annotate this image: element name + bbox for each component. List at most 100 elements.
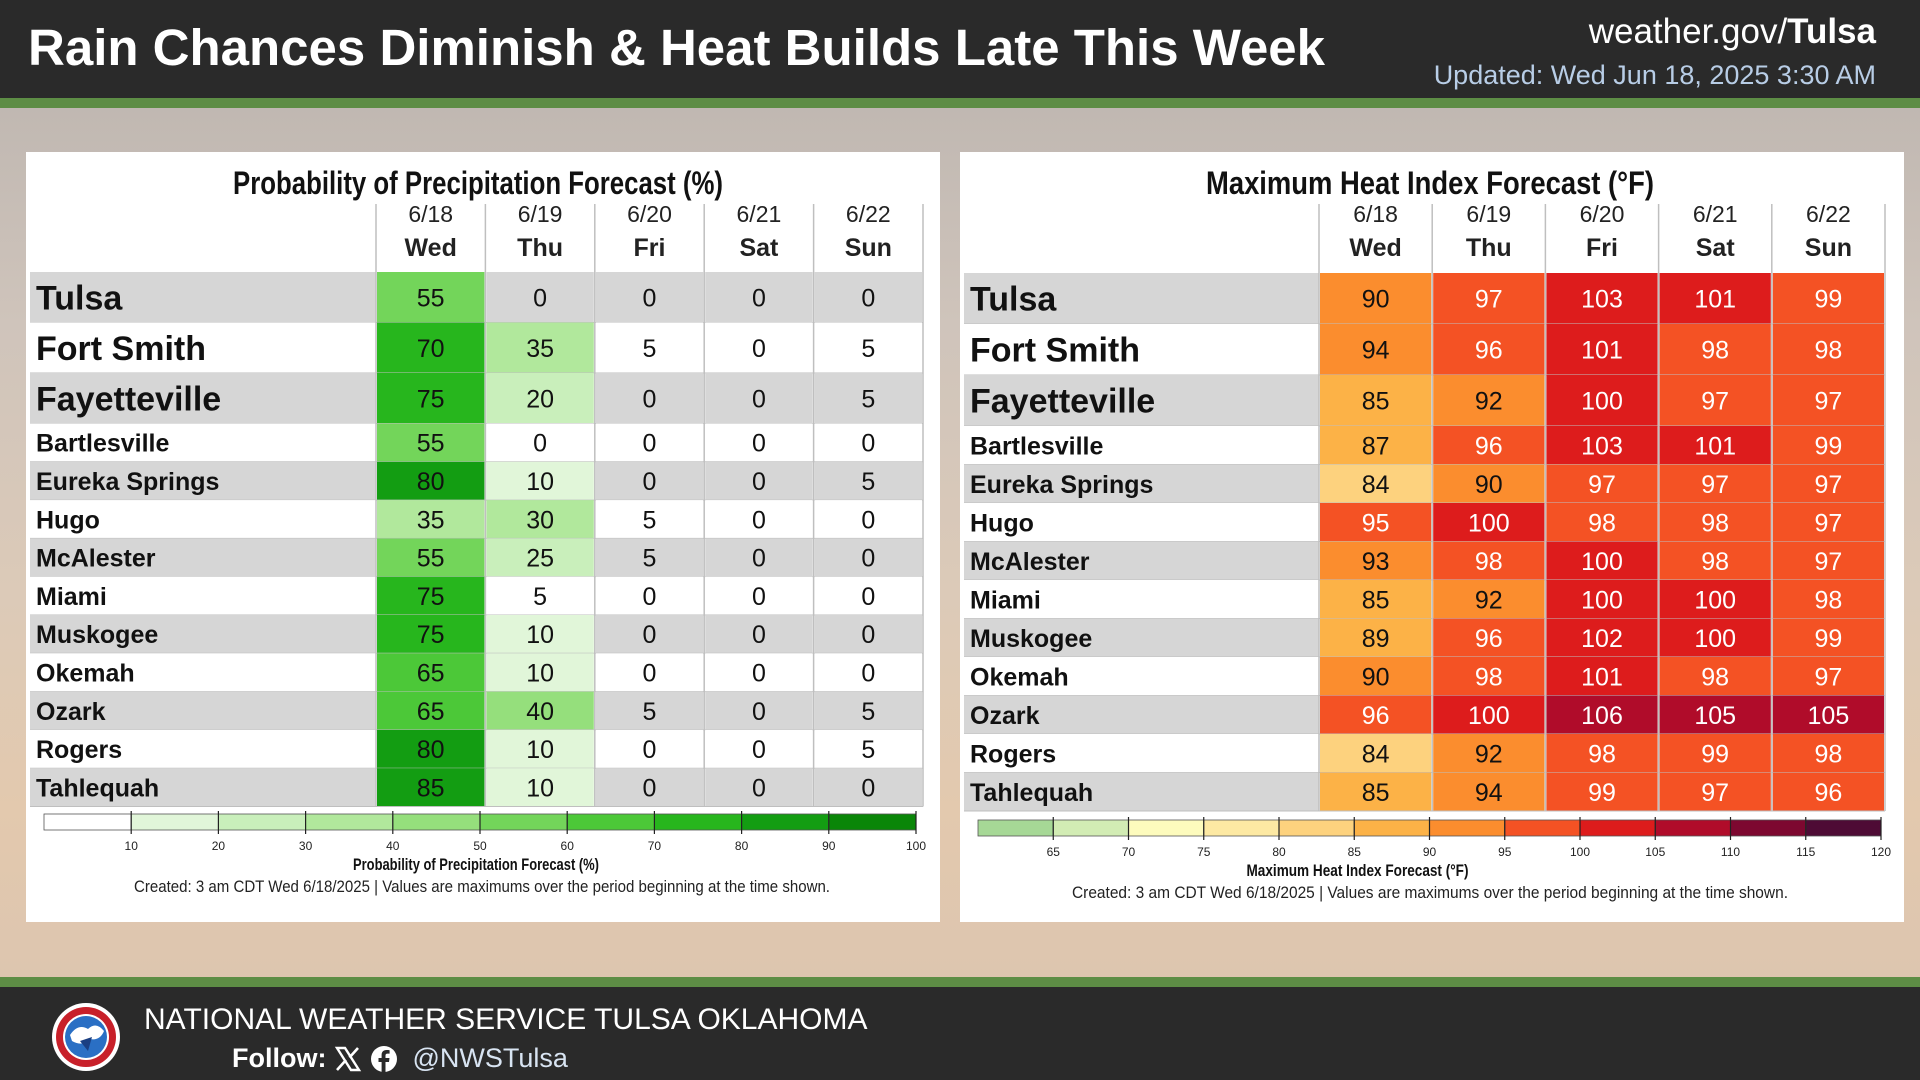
value-label: 5 xyxy=(861,736,875,764)
column-day: Sun xyxy=(845,234,892,262)
value-label: 20 xyxy=(526,385,554,413)
value-label: 0 xyxy=(752,545,766,573)
value-cell xyxy=(1320,541,1432,580)
value-label: 98 xyxy=(1814,586,1842,614)
row-label-cell xyxy=(964,734,1319,773)
value-cell xyxy=(377,373,485,424)
value-cell xyxy=(814,576,922,615)
value-label: 10 xyxy=(526,621,554,649)
value-cell xyxy=(1772,375,1884,426)
legend-tick-label: 40 xyxy=(386,839,400,853)
value-cell xyxy=(1433,541,1545,580)
city-label: Miami xyxy=(970,586,1041,614)
social-handle[interactable]: @NWSTulsa xyxy=(412,1043,568,1073)
value-label: 92 xyxy=(1475,740,1503,768)
value-cell xyxy=(377,500,485,539)
value-cell xyxy=(1659,657,1771,696)
value-label: 0 xyxy=(643,430,657,458)
chart-title: Probability of Precipitation Forecast (%… xyxy=(233,165,723,201)
row-label-cell xyxy=(30,576,376,615)
value-cell xyxy=(595,768,704,807)
value-cell xyxy=(1659,426,1771,465)
row-label-cell xyxy=(964,695,1319,734)
value-label: 0 xyxy=(643,284,657,312)
value-cell xyxy=(377,691,485,730)
value-cell xyxy=(1772,426,1884,465)
website-link[interactable]: weather.gov/Tulsa xyxy=(1589,12,1876,52)
value-label: 0 xyxy=(533,430,547,458)
value-cell xyxy=(1433,734,1545,773)
row-label-cell xyxy=(964,503,1319,542)
value-cell xyxy=(814,423,922,462)
x-icon[interactable] xyxy=(334,1045,362,1073)
value-cell xyxy=(705,576,813,615)
value-label: 5 xyxy=(861,385,875,413)
value-cell xyxy=(595,729,704,769)
value-label: 5 xyxy=(643,698,657,726)
value-cell xyxy=(486,576,594,615)
value-label: 0 xyxy=(861,545,875,573)
value-label: 95 xyxy=(1362,509,1390,537)
legend-tick-label: 120 xyxy=(1871,845,1891,859)
value-label: 10 xyxy=(526,468,554,496)
value-label: 85 xyxy=(1362,779,1390,807)
value-cell xyxy=(486,461,594,501)
value-label: 84 xyxy=(1362,740,1390,768)
row-label-cell xyxy=(30,461,376,501)
value-cell xyxy=(1546,772,1658,811)
footer-bar: NATIONAL WEATHER SERVICE TULSA OKLAHOMA … xyxy=(0,987,1920,1080)
value-cell xyxy=(1659,324,1771,375)
value-cell xyxy=(705,615,813,654)
legend-tick-label: 65 xyxy=(1047,845,1061,859)
value-cell xyxy=(705,461,813,501)
value-cell xyxy=(1546,375,1658,426)
value-cell xyxy=(1546,426,1658,465)
value-cell xyxy=(595,373,704,424)
value-cell xyxy=(1546,695,1658,734)
city-label: Rogers xyxy=(970,740,1056,768)
value-label: 85 xyxy=(1362,388,1390,416)
value-label: 97 xyxy=(1701,388,1729,416)
legend-tick-label: 85 xyxy=(1348,845,1362,859)
value-cell xyxy=(1772,464,1884,503)
value-label: 70 xyxy=(417,335,445,363)
legend-tick-label: 100 xyxy=(1570,845,1590,859)
value-label: 5 xyxy=(861,698,875,726)
value-cell xyxy=(705,500,813,539)
facebook-icon[interactable] xyxy=(370,1045,398,1073)
city-label: Okemah xyxy=(970,663,1069,691)
city-label: Rogers xyxy=(36,736,122,764)
city-label: Ozark xyxy=(36,698,106,726)
row-label-cell xyxy=(30,373,376,424)
value-cell xyxy=(486,615,594,654)
column-day: Wed xyxy=(1349,234,1401,262)
value-cell xyxy=(486,500,594,539)
city-label: Fayetteville xyxy=(36,380,221,418)
value-cell xyxy=(814,538,922,577)
value-cell xyxy=(486,322,594,373)
row-label-cell xyxy=(964,618,1319,657)
value-label: 0 xyxy=(861,774,875,802)
value-label: 101 xyxy=(1581,337,1623,365)
value-label: 101 xyxy=(1694,432,1736,460)
value-cell xyxy=(1320,324,1432,375)
value-label: 0 xyxy=(643,659,657,687)
value-label: 0 xyxy=(643,774,657,802)
value-label: 0 xyxy=(752,506,766,534)
row-label-cell xyxy=(964,273,1319,324)
value-label: 0 xyxy=(643,468,657,496)
value-label: 98 xyxy=(1701,663,1729,691)
value-label: 97 xyxy=(1814,471,1842,499)
header-divider xyxy=(0,98,1920,108)
value-cell xyxy=(1320,618,1432,657)
value-cell xyxy=(1546,657,1658,696)
value-label: 100 xyxy=(1694,586,1736,614)
legend-swatch xyxy=(828,813,917,831)
value-label: 30 xyxy=(526,506,554,534)
value-label: 94 xyxy=(1362,337,1390,365)
value-label: 98 xyxy=(1701,509,1729,537)
nws-logo-icon xyxy=(52,1003,120,1071)
value-label: 97 xyxy=(1701,471,1729,499)
value-label: 98 xyxy=(1814,337,1842,365)
value-cell xyxy=(814,500,922,539)
